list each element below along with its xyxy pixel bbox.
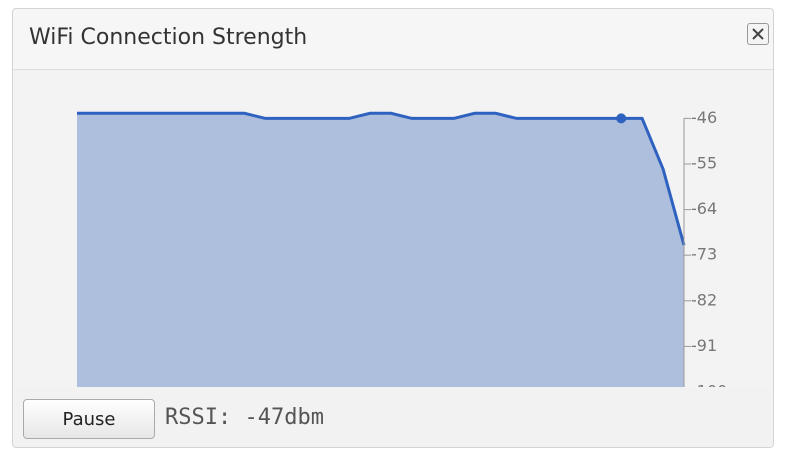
chart: -46 -55 -64 -73 -82 -91 -100 — [77, 108, 727, 388]
line — [77, 111, 686, 246]
dialog-title: WiFi Connection Strength — [29, 25, 308, 50]
footer: Pause RSSI: -47dbm — [13, 387, 773, 447]
dialog: WiFi Connection Strength -46 -55 -64 -73 -82… — [12, 8, 774, 448]
close-button[interactable] — [747, 23, 769, 45]
y-tick-label: -46 — [691, 108, 717, 127]
y-tick-label: -100 — [691, 382, 727, 388]
area — [77, 113, 684, 387]
pause-button[interactable]: Pause — [23, 399, 155, 439]
y-tick-label: -82 — [691, 290, 717, 309]
y-tick-label: -55 — [691, 154, 717, 173]
y-tick-label: -73 — [691, 245, 717, 264]
chart-area: -46 -55 -64 -73 -82 -91 -100 — [13, 69, 773, 388]
y-tick-label: -91 — [691, 336, 717, 355]
highlight-point — [616, 113, 627, 124]
y-tick-label: -64 — [691, 199, 717, 218]
close-icon — [752, 28, 764, 40]
rssi-status: RSSI: -47dbm — [165, 405, 324, 430]
